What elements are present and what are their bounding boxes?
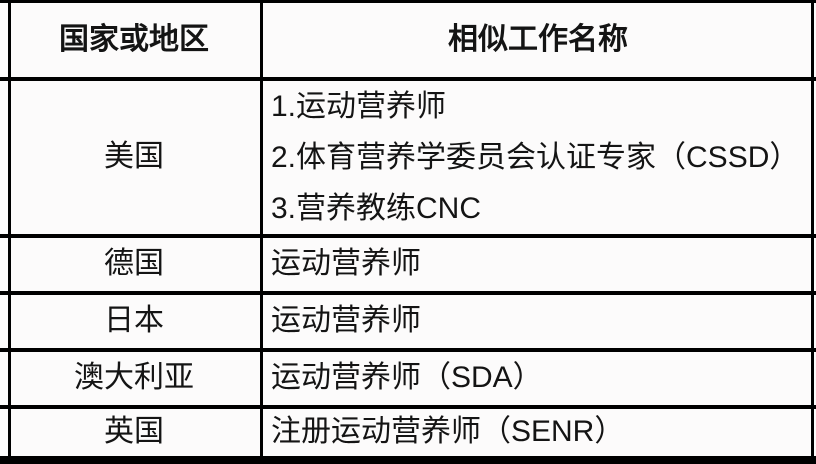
country-cell: 日本	[104, 304, 164, 338]
jobs-cell: 运动营养师	[260, 295, 816, 348]
job-line: 2.体育营养学委员会认证专家（CSSD）	[271, 141, 800, 174]
job-line: 运动营养师	[271, 247, 421, 281]
table-row-australia: 澳大利亚 运动营养师（SDA）	[0, 352, 816, 409]
country-cell: 澳大利亚	[74, 361, 194, 395]
header-country-or-region: 国家或地区	[59, 22, 209, 56]
job-line: 3.营养教练CNC	[271, 192, 482, 225]
country-cell: 英国	[104, 415, 164, 449]
jobs-cell: 注册运动营养师（SENR）	[260, 409, 816, 456]
job-line: 1.运动营养师	[271, 90, 447, 123]
job-line: 运动营养师	[271, 304, 421, 338]
jobs-cell: 运动营养师（SDA）	[260, 352, 816, 405]
jobs-cell: 1.运动营养师 2.体育营养学委员会认证专家（CSSD） 3.营养教练CNC	[260, 81, 816, 234]
job-line: 注册运动营养师（SENR）	[271, 415, 625, 449]
table-row-germany: 德国 运动营养师	[0, 238, 816, 295]
table-column-divider	[260, 0, 263, 464]
jobs-cell: 运动营养师	[260, 238, 816, 291]
table-row-uk: 英国 注册运动营养师（SENR）	[0, 409, 816, 464]
header-similar-job-title: 相似工作名称	[448, 22, 628, 56]
table-header-row: 国家或地区 相似工作名称	[0, 3, 816, 81]
table-right-border	[811, 0, 814, 464]
country-cell: 美国	[104, 140, 164, 174]
table-row-usa: 美国 1.运动营养师 2.体育营养学委员会认证专家（CSSD） 3.营养教练CN…	[0, 81, 816, 238]
job-line: 运动营养师（SDA）	[271, 361, 543, 395]
table-left-border	[8, 0, 11, 464]
country-cell: 德国	[104, 247, 164, 281]
table-row-japan: 日本 运动营养师	[0, 295, 816, 352]
